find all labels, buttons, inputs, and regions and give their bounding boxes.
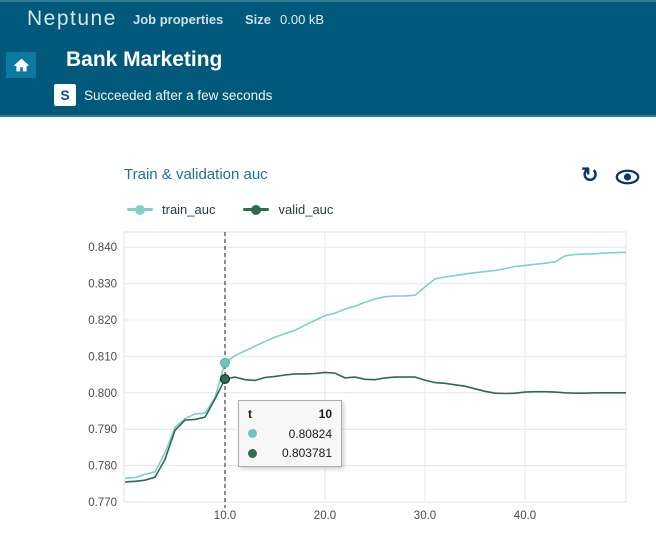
legend-label: valid_auc [278,202,334,217]
svg-text:40.0: 40.0 [514,510,536,522]
svg-text:10.0: 10.0 [214,510,236,522]
tooltip-valid-dot-icon [248,448,257,458]
tooltip-train-dot-icon [248,429,257,438]
svg-text:0.770: 0.770 [88,497,117,509]
size-label: Size [245,12,272,27]
valid-auc-swatch [243,204,270,215]
tooltip-t-label: t [248,407,252,421]
page-title: Bank Marketing [66,48,223,71]
svg-text:0.780: 0.780 [88,461,117,473]
eye-button[interactable] [615,169,640,190]
top-banner: Neptune Job properties Size 0.00 kB Bank… [0,0,656,117]
train-auc-dot-icon [135,204,145,215]
svg-text:0.830: 0.830 [88,279,117,291]
tooltip-train-value: 0.80824 [288,426,332,441]
svg-text:0.790: 0.790 [88,424,117,436]
home-button[interactable] [6,52,36,78]
svg-text:0.800: 0.800 [88,388,117,400]
refresh-button[interactable]: ↻ [581,164,599,187]
auc-line-chart[interactable]: 0.770 0.780 0.790 0.800 0.810 0.820 0.830 0.840… [0,225,656,535]
eye-icon [615,169,640,185]
svg-text:20.0: 20.0 [314,510,336,522]
train-auc-swatch [127,204,153,215]
chart-tooltip: t 10 0.80824 0.803781 [238,400,342,467]
valid-auc-dot-icon [251,204,262,215]
legend-item-train-auc[interactable]: train_auc [127,202,215,217]
status-badge: S [54,84,76,106]
svg-text:0.840: 0.840 [88,242,117,254]
svg-text:30.0: 30.0 [414,510,436,522]
size-value: 0.00 kB [280,12,325,27]
chart-title: Train & validation auc [124,166,268,183]
tooltip-t-value: 10 [318,407,332,421]
status-text: Succeeded after a few seconds [84,88,273,103]
tooltip-valid-value: 0.803781 [281,446,332,460]
nav-job-properties[interactable]: Job properties [133,12,224,27]
svg-text:0.820: 0.820 [88,315,117,327]
home-icon [13,58,29,72]
chart-legend: train_auc valid_auc [127,202,333,217]
legend-label: train_auc [162,202,216,217]
neptune-logo: Neptune [27,7,117,30]
svg-text:0.810: 0.810 [88,351,117,363]
legend-item-valid-auc[interactable]: valid_auc [243,202,333,217]
